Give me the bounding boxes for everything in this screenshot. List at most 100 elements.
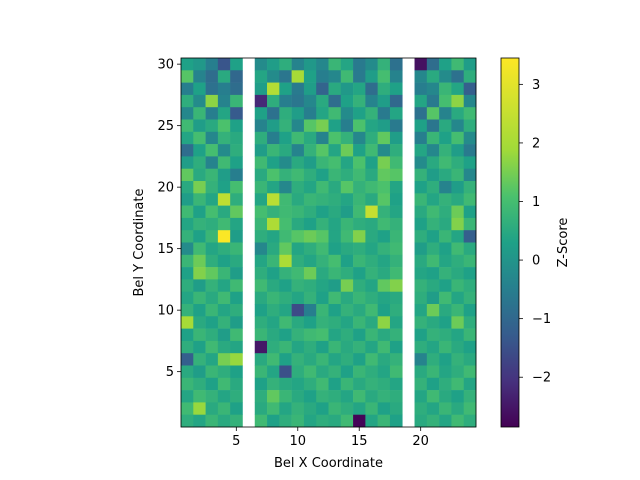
heatmap-cell: [181, 58, 194, 71]
heatmap-cell: [414, 58, 428, 71]
heatmap-cell: [205, 254, 219, 268]
heatmap-cell: [365, 193, 378, 206]
heatmap-cell: [463, 279, 477, 292]
heatmap-cell: [303, 217, 317, 231]
heatmap-cells: [181, 58, 477, 428]
y-tick-label: 20: [157, 181, 174, 196]
heatmap-cell: [389, 119, 403, 133]
heatmap-cell: [377, 316, 391, 329]
heatmap-cell: [279, 267, 292, 280]
heatmap-cell: [439, 316, 452, 329]
heatmap-cell: [279, 414, 292, 428]
heatmap-cell: [340, 58, 354, 71]
heatmap-cell: [230, 94, 243, 108]
heatmap-cell: [316, 58, 329, 71]
heatmap-cell: [414, 353, 428, 366]
heatmap-cell: [217, 414, 231, 428]
heatmap-cell: [328, 279, 342, 292]
heatmap-cell: [414, 402, 428, 415]
heatmap-cell: [365, 230, 378, 243]
heatmap-cell: [389, 70, 403, 83]
heatmap-cell: [439, 267, 452, 280]
heatmap-cell: [193, 267, 206, 280]
heatmap-cell: [217, 168, 231, 182]
heatmap-cell: [389, 353, 403, 366]
heatmap-cell: [377, 267, 391, 280]
heatmap-cell: [230, 205, 243, 219]
heatmap-cell: [254, 119, 268, 133]
heatmap-cell: [463, 414, 477, 428]
heatmap-cell: [340, 205, 354, 219]
heatmap-cell: [291, 82, 305, 96]
heatmap-cell: [340, 168, 354, 182]
heatmap-cell: [340, 230, 354, 243]
heatmap-cell: [377, 390, 391, 403]
heatmap-cell: [353, 402, 366, 415]
heatmap-cell: [463, 340, 477, 354]
heatmap-cell: [279, 291, 292, 305]
heatmap-cell: [353, 279, 366, 292]
heatmap-cell: [291, 267, 305, 280]
heatmap-cell: [439, 340, 452, 354]
heatmap-cell: [254, 168, 268, 182]
heatmap-cell: [439, 131, 452, 145]
heatmap-cell: [439, 279, 452, 292]
heatmap-cell: [267, 168, 280, 182]
heatmap-cell: [230, 414, 243, 428]
heatmap-cell: [217, 144, 231, 157]
heatmap-cell: [353, 217, 366, 231]
heatmap-cell: [291, 119, 305, 133]
heatmap-cell: [230, 267, 243, 280]
heatmap-cell: [254, 340, 268, 354]
heatmap-cell: [340, 340, 354, 354]
heatmap-cell: [365, 168, 378, 182]
heatmap-cell: [414, 377, 428, 391]
heatmap-cell: [439, 70, 452, 83]
heatmap-cell: [426, 242, 440, 256]
heatmap-cell: [254, 353, 268, 366]
heatmap-cell: [414, 70, 428, 83]
heatmap-cell: [254, 144, 268, 157]
heatmap-cell: [291, 217, 305, 231]
heatmap-cell: [451, 254, 465, 268]
heatmap-cell: [340, 254, 354, 268]
heatmap-cell: [279, 94, 292, 108]
heatmap-cell: [463, 168, 477, 182]
heatmap-cell: [340, 316, 354, 329]
heatmap-cell: [389, 242, 403, 256]
heatmap-cell: [426, 217, 440, 231]
heatmap-cell: [377, 304, 391, 317]
heatmap-cell: [267, 107, 280, 120]
heatmap-cell: [267, 119, 280, 133]
heatmap-cell: [451, 316, 465, 329]
heatmap-cell: [365, 242, 378, 256]
heatmap-cell: [230, 328, 243, 342]
heatmap-cell: [254, 107, 268, 120]
heatmap-cell: [303, 365, 317, 379]
heatmap-cell: [291, 254, 305, 268]
heatmap-cell: [377, 365, 391, 379]
heatmap-cell: [230, 168, 243, 182]
heatmap-cell: [439, 365, 452, 379]
heatmap-cell: [389, 193, 403, 206]
heatmap-cell: [389, 340, 403, 354]
y-axis: 5 10 15 20 25 30: [157, 58, 181, 380]
heatmap-cell: [365, 131, 378, 145]
heatmap-cell: [353, 316, 366, 329]
heatmap-cell: [377, 156, 391, 169]
heatmap-cell: [316, 82, 329, 96]
heatmap-cell: [389, 181, 403, 194]
heatmap-cell: [451, 304, 465, 317]
heatmap-cell: [193, 131, 206, 145]
heatmap-cell: [205, 340, 219, 354]
heatmap-cell: [267, 328, 280, 342]
heatmap-cell: [377, 230, 391, 243]
heatmap-cell: [254, 377, 268, 391]
heatmap-cell: [230, 291, 243, 305]
heatmap-cell: [463, 291, 477, 305]
heatmap-cell: [230, 107, 243, 120]
heatmap-cell: [193, 217, 206, 231]
heatmap-cell: [291, 205, 305, 219]
heatmap-cell: [303, 291, 317, 305]
